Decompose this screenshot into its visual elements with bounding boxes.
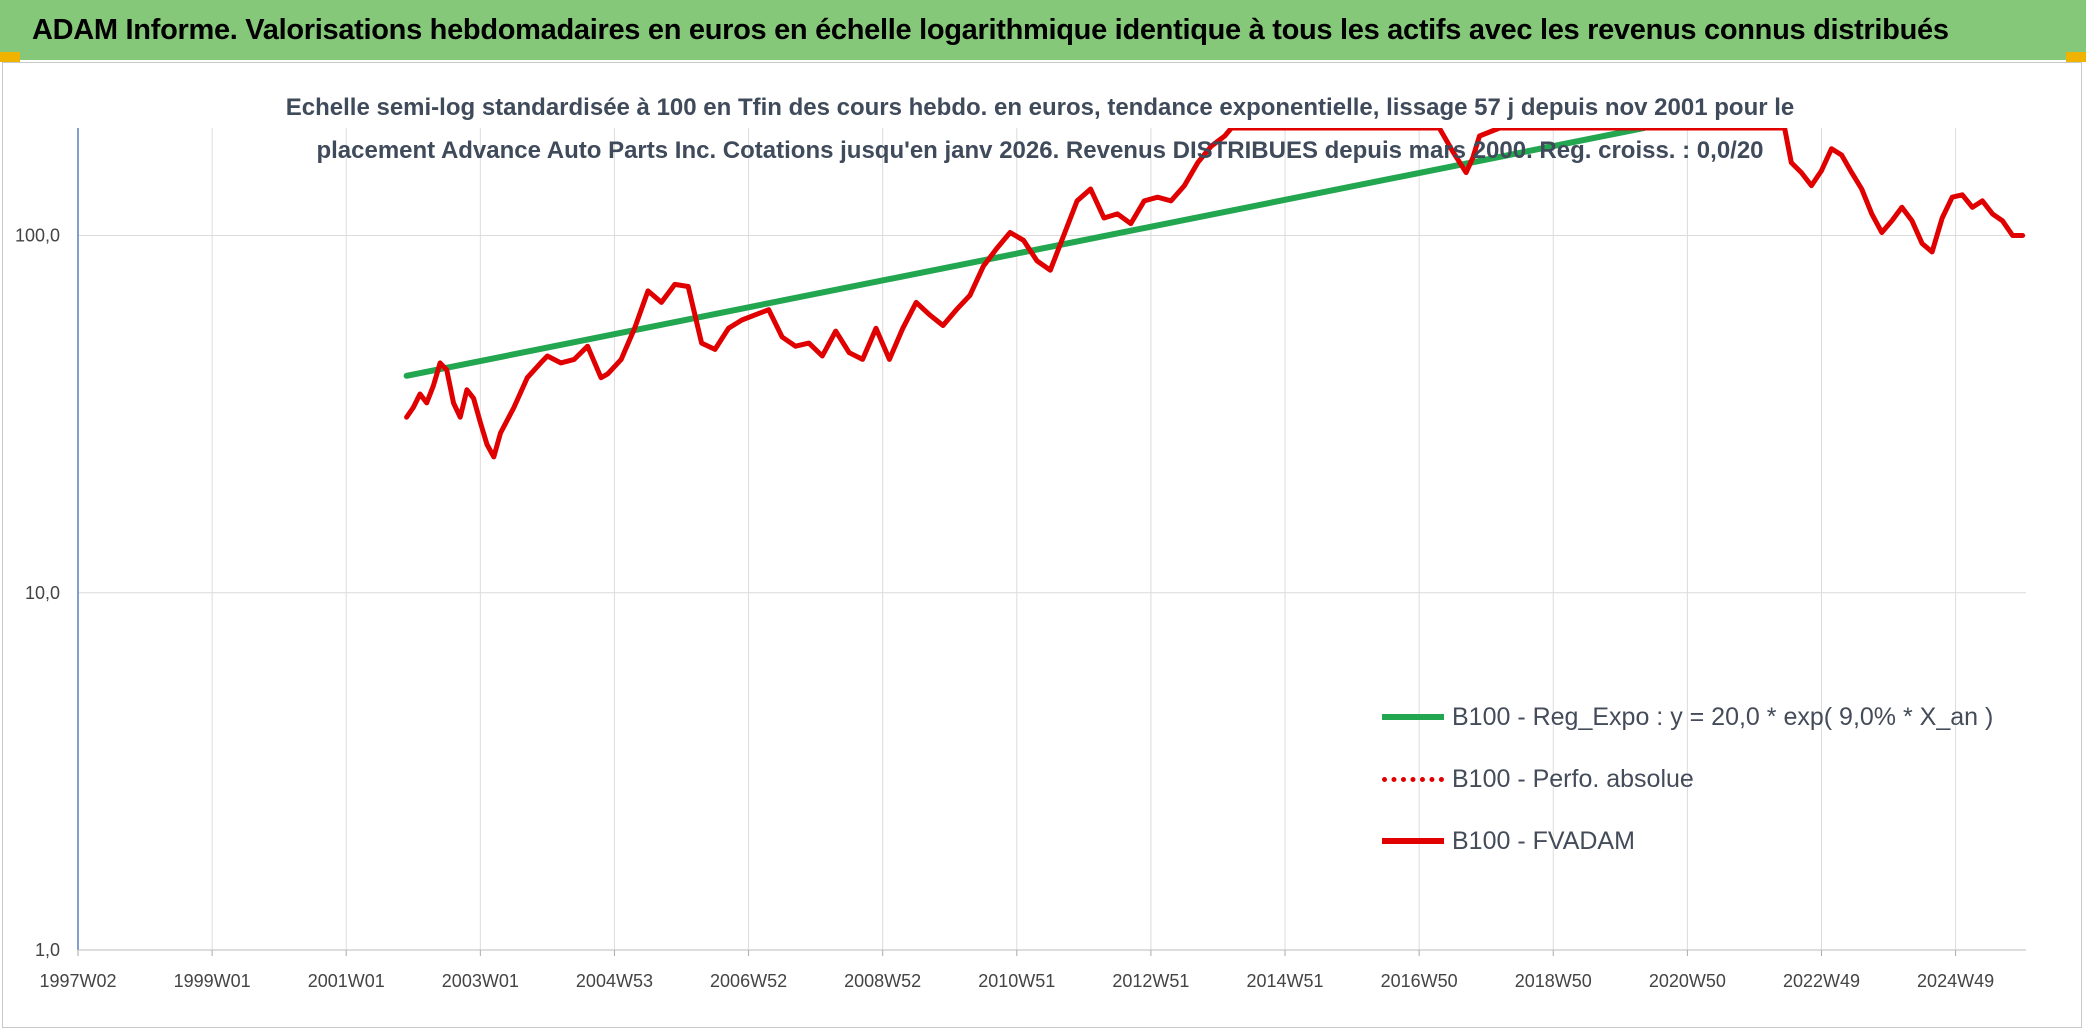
legend-label-fvadam: B100 - FVADAM (1452, 826, 1635, 855)
corner-marker-left (0, 52, 20, 62)
legend-label-reg-expo: B100 - Reg_Expo : y = 20,0 * exp( 9,0% *… (1452, 702, 1994, 731)
chart-frame (2, 62, 2082, 1028)
legend-item-perfo-absolue: B100 - Perfo. absolue (1382, 748, 1993, 810)
x-tick-label: 2004W53 (576, 971, 653, 991)
legend-item-reg-expo: B100 - Reg_Expo : y = 20,0 * exp( 9,0% *… (1382, 686, 1993, 748)
corner-marker-right (2066, 52, 2086, 62)
legend-label-perfo-absolue: B100 - Perfo. absolue (1452, 764, 1694, 793)
series-line-2 (404, 128, 2026, 460)
legend-swatch-reg-expo (1382, 714, 1444, 720)
header-banner: ADAM Informe. Valorisations hebdomadaire… (0, 0, 2086, 60)
x-tick-label: 2016W50 (1381, 971, 1458, 991)
y-tick-label: 10,0 (25, 583, 60, 603)
x-tick-label: 2006W52 (710, 971, 787, 991)
y-tick-label: 1,0 (35, 940, 60, 960)
x-tick-label: 2020W50 (1649, 971, 1726, 991)
x-tick-label: 2024W49 (1917, 971, 1994, 991)
x-tick-label: 2003W01 (442, 971, 519, 991)
x-tick-label: 1997W02 (39, 971, 116, 991)
x-tick-label: 2012W51 (1112, 971, 1189, 991)
legend-swatch-perfo-absolue (1382, 776, 1444, 782)
legend-item-fvadam: B100 - FVADAM (1382, 810, 1993, 872)
x-tick-label: 2014W51 (1246, 971, 1323, 991)
x-tick-label: 2022W49 (1783, 971, 1860, 991)
chart-subtitle: Echelle semi-log standardisée à 100 en T… (285, 94, 1795, 164)
x-tick-label: 2018W50 (1515, 971, 1592, 991)
x-tick-label: 2001W01 (308, 971, 385, 991)
page-title: ADAM Informe. Valorisations hebdomadaire… (32, 13, 1949, 46)
series-line-0 (403, 128, 1647, 379)
x-tick-label: 2008W52 (844, 971, 921, 991)
x-tick-label: 2010W51 (978, 971, 1055, 991)
legend-swatch-fvadam (1382, 838, 1444, 844)
y-tick-label: 100,0 (15, 226, 60, 246)
chart-legend: B100 - Reg_Expo : y = 20,0 * exp( 9,0% *… (1382, 686, 1993, 872)
x-tick-label: 1999W01 (174, 971, 251, 991)
